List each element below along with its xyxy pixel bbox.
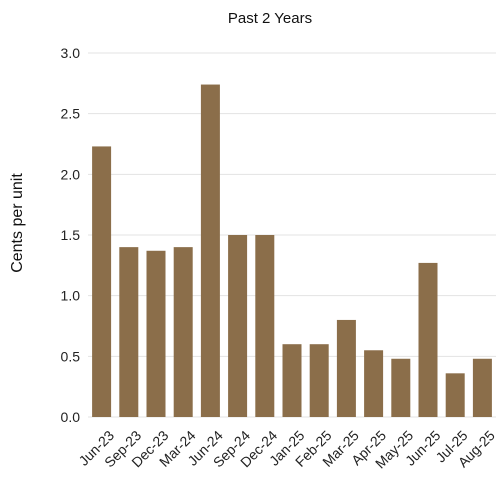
y-tick-label: 1.0 <box>61 288 81 304</box>
bar-jul-25 <box>445 373 465 417</box>
bar-jan-25 <box>282 344 302 417</box>
bar-may-25 <box>391 358 411 417</box>
bars <box>92 84 492 418</box>
y-tick-label: 2.5 <box>61 106 81 122</box>
bar-mar-24 <box>173 247 193 417</box>
x-axis-ticks: Jun-23Sep-23Dec-23Mar-24Jun-24Sep-24Dec-… <box>75 427 498 471</box>
bar-sep-23 <box>119 247 139 417</box>
bar-jun-25 <box>418 262 438 417</box>
y-tick-label: 2.0 <box>61 166 81 182</box>
y-axis-ticks: 0.0 0.5 1.0 1.5 2.0 2.5 3.0 <box>61 45 81 425</box>
chart-title: Past 2 Years <box>228 10 312 27</box>
y-axis-title: Cents per unit <box>9 173 26 273</box>
bar-sep-24 <box>228 235 248 417</box>
bar-dec-24 <box>255 235 275 417</box>
bar-dec-23 <box>146 250 166 417</box>
bar-jun-24 <box>200 84 220 418</box>
bar-feb-25 <box>309 344 329 417</box>
bar-apr-25 <box>364 350 384 417</box>
y-tick-label: 0.5 <box>61 348 81 364</box>
y-tick-label: 3.0 <box>61 45 81 61</box>
bar-aug-25 <box>472 358 492 417</box>
y-tick-label: 1.5 <box>61 227 81 243</box>
bar-mar-25 <box>336 319 356 417</box>
bar-jun-23 <box>92 146 112 417</box>
y-tick-label: 0.0 <box>61 409 81 425</box>
